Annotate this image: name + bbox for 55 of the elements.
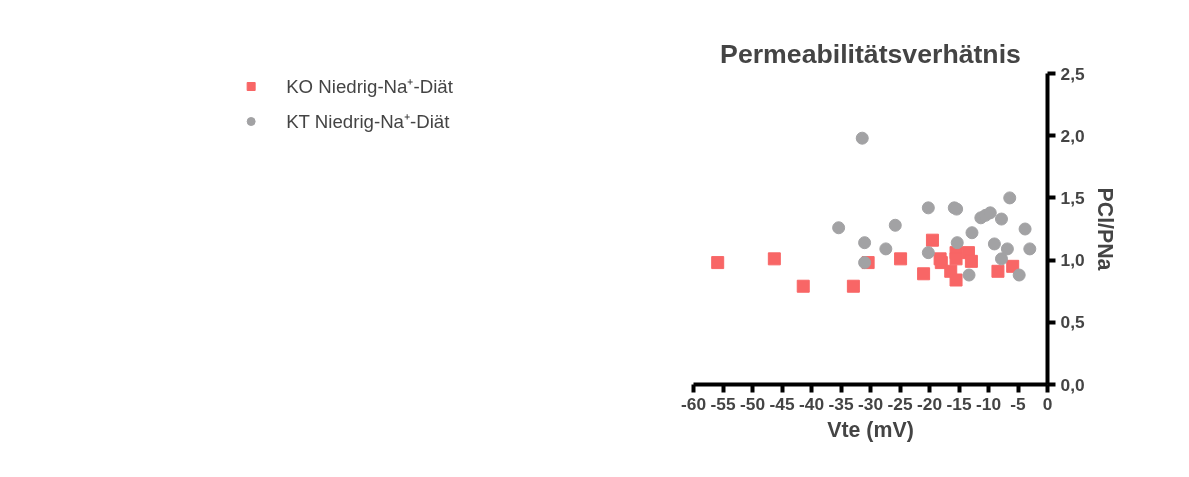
- point: [983, 206, 997, 220]
- point: [962, 268, 976, 282]
- x-axis-title: Vte (mV): [827, 417, 914, 442]
- x-tick-label: -5: [1010, 393, 1027, 414]
- point: [965, 226, 979, 240]
- y-tick-label: 0,5: [1060, 312, 1085, 333]
- point: [949, 252, 963, 266]
- chart-title: Permeabilitätsverhätnis: [720, 38, 1021, 69]
- point: [711, 256, 725, 270]
- point: [925, 233, 939, 247]
- point: [796, 279, 810, 293]
- point: [832, 221, 846, 235]
- x-tick-label: -35: [828, 393, 854, 414]
- x-tick-label: -30: [857, 393, 884, 414]
- point: [894, 252, 908, 266]
- point: [987, 237, 1001, 251]
- x-tick-label: 0: [1042, 393, 1053, 414]
- point: [1000, 242, 1014, 256]
- point: [949, 273, 963, 287]
- x-tick-label: -45: [769, 393, 795, 414]
- point: [846, 279, 860, 293]
- y-tick-label: 2,0: [1060, 125, 1085, 146]
- point: [994, 212, 1008, 226]
- y-tick-label: 2,5: [1060, 63, 1085, 84]
- point: [767, 252, 781, 266]
- point: [1023, 242, 1037, 256]
- point: [994, 252, 1008, 266]
- x-tick-label: -15: [946, 393, 972, 414]
- y-tick-label: 1,0: [1060, 250, 1085, 271]
- x-tick-label: -25: [887, 393, 913, 414]
- x-tick-label: -40: [798, 393, 825, 414]
- x-tick-label: -60: [680, 393, 707, 414]
- y-tick-label: 1,5: [1060, 187, 1085, 208]
- point: [950, 236, 964, 250]
- point: [855, 131, 869, 145]
- point: [1003, 191, 1017, 205]
- x-tick-label: -10: [975, 393, 1002, 414]
- legend-label: KT Niedrig-Na⁺-Diät: [286, 110, 450, 133]
- point: [934, 256, 948, 270]
- x-tick-label: -20: [916, 393, 943, 414]
- point: [917, 267, 931, 281]
- x-tick-label: -55: [710, 393, 736, 414]
- legend-label: KO Niedrig-Na⁺-Diät: [286, 75, 453, 98]
- point: [879, 242, 893, 256]
- point: [1018, 222, 1032, 236]
- point: [991, 264, 1005, 278]
- y-axis-title: PCl/PNa: [1092, 187, 1117, 271]
- y-tick-label: 0,0: [1060, 374, 1085, 395]
- point: [964, 254, 978, 268]
- point: [921, 201, 935, 215]
- x-tick-label: -50: [739, 393, 766, 414]
- point: [888, 218, 902, 232]
- point: [1012, 268, 1026, 282]
- point: [921, 246, 935, 260]
- point: [858, 236, 872, 250]
